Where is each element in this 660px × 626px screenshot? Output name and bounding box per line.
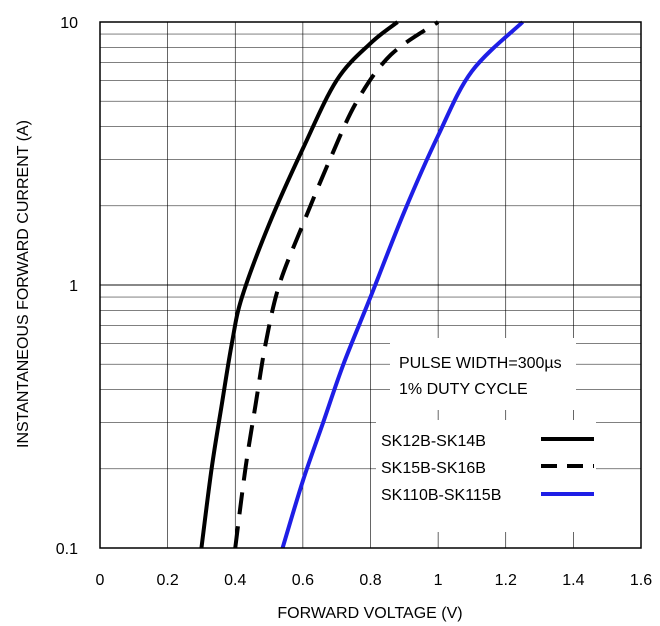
legend-label-sk15b-sk16b: SK15B-SK16B <box>381 460 486 477</box>
x-tick-label: 1 <box>434 572 443 589</box>
y-tick-labels: 0.1 1 10 <box>56 15 78 558</box>
series-line-sk12b-sk14b <box>199 20 399 549</box>
legend: SK12B-SK14B SK15B-SK16B SK110B-SK115B <box>376 420 596 532</box>
annotation-line-2: 1% DUTY CYCLE <box>399 381 528 398</box>
plot-frame <box>99 21 642 549</box>
series-line-sk15b-sk16b <box>233 20 440 549</box>
x-tick-label: 0.6 <box>292 572 314 589</box>
legend-label-sk110b-sk115b: SK110B-SK115B <box>381 487 501 504</box>
series-layer <box>199 20 525 549</box>
x-tick-label: 0.4 <box>224 572 246 589</box>
y-axis-label: INSTANTANEOUS FORWARD CURRENT (A) <box>15 120 32 448</box>
x-tick-label: 0.2 <box>157 572 179 589</box>
x-tick-label: 0.8 <box>359 572 381 589</box>
x-tick-label: 1.2 <box>495 572 517 589</box>
y-tick-label: 1 <box>69 278 78 295</box>
annotation-box: PULSE WIDTH=300µs 1% DUTY CYCLE <box>390 338 576 410</box>
series-line-sk110b-sk115b <box>280 20 525 549</box>
legend-label-sk12b-sk14b: SK12B-SK14B <box>381 433 486 450</box>
x-tick-label: 1.6 <box>630 572 652 589</box>
annotation-line-1: PULSE WIDTH=300µs <box>399 355 562 372</box>
x-tick-label: 1.4 <box>562 572 584 589</box>
y-tick-label: 0.1 <box>56 541 78 558</box>
x-tick-label: 0 <box>96 572 105 589</box>
x-axis-label: FORWARD VOLTAGE (V) <box>277 605 462 622</box>
y-tick-label: 10 <box>60 15 78 32</box>
x-tick-labels: 0 0.2 0.4 0.6 0.8 1 1.2 1.4 1.6 <box>96 572 653 589</box>
